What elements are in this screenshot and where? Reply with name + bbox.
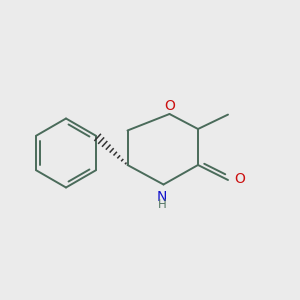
Text: O: O bbox=[234, 172, 245, 186]
Text: N: N bbox=[157, 190, 167, 204]
Text: O: O bbox=[164, 99, 175, 112]
Text: H: H bbox=[158, 198, 166, 212]
